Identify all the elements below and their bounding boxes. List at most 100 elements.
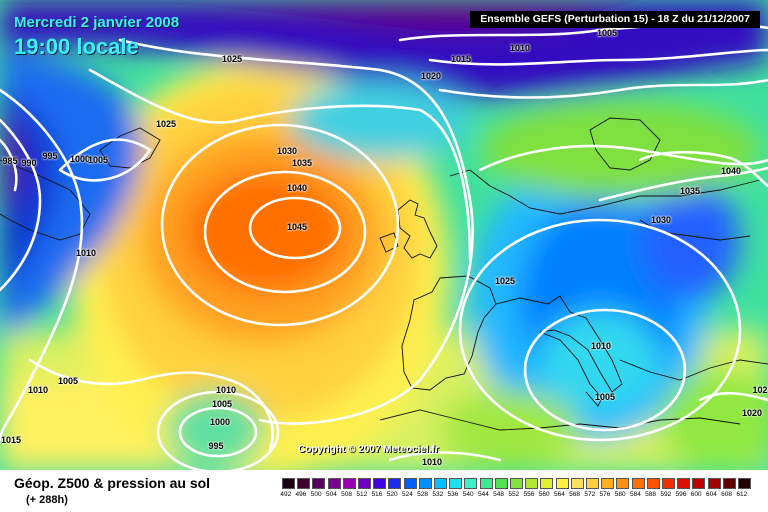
isobar-label: 1010 bbox=[421, 457, 443, 467]
legend-swatch bbox=[464, 478, 478, 489]
isobar-label: 1045 bbox=[286, 222, 308, 232]
legend-value: 560 bbox=[538, 491, 550, 498]
legend-value: 528 bbox=[417, 491, 429, 498]
legend-value: 612 bbox=[736, 491, 748, 498]
legend-swatch bbox=[403, 478, 417, 489]
isobar-label: 1010 bbox=[215, 385, 237, 395]
legend-value: 492 bbox=[280, 491, 292, 498]
legend-value: 536 bbox=[447, 491, 459, 498]
footer-bar: Géop. Z500 & pression au sol (+ 288h) 49… bbox=[0, 470, 768, 512]
copyright-notice: Copyright © 2007 Meteociel.fr bbox=[298, 444, 439, 455]
isobar-label: 1000 bbox=[209, 417, 231, 427]
isobar-label: 1035 bbox=[291, 158, 313, 168]
isobar-label: 1030 bbox=[650, 215, 672, 225]
legend-value: 544 bbox=[477, 491, 489, 498]
isobar-label: 1025 bbox=[494, 276, 516, 286]
legend-value: 592 bbox=[660, 491, 672, 498]
isobar-label: 1025 bbox=[155, 119, 177, 129]
legend-swatch bbox=[358, 478, 371, 489]
isobar-label: 1020 bbox=[741, 408, 763, 418]
legend-value: 548 bbox=[493, 491, 505, 498]
legend-value: 580 bbox=[614, 491, 626, 498]
legend-swatch bbox=[646, 478, 660, 489]
legend-swatch bbox=[722, 478, 736, 489]
isobar-label: 1000 bbox=[69, 154, 91, 164]
forecast-time: 19:00 locale bbox=[14, 34, 139, 59]
isobar-label: 1010 bbox=[27, 385, 49, 395]
legend-swatch bbox=[342, 478, 356, 489]
isobar-label: 1010 bbox=[590, 341, 612, 351]
legend-value: 572 bbox=[584, 491, 596, 498]
isobar-label: 1005 bbox=[87, 155, 109, 165]
legend-swatch bbox=[434, 478, 447, 489]
legend-swatch bbox=[692, 478, 706, 489]
legend-swatch bbox=[388, 478, 402, 489]
legend-value: 564 bbox=[553, 491, 565, 498]
legend-swatch bbox=[540, 478, 554, 489]
legend-value: 532 bbox=[432, 491, 444, 498]
legend-swatch bbox=[631, 478, 645, 489]
legend-value: 588 bbox=[645, 491, 657, 498]
legend-swatch bbox=[616, 478, 630, 489]
isobar-label: 102 bbox=[752, 385, 768, 395]
legend-swatch bbox=[510, 478, 523, 489]
isobar-label: 1040 bbox=[720, 166, 742, 176]
legend-value: 520 bbox=[386, 491, 398, 498]
isobar-label: 1030 bbox=[276, 146, 298, 156]
legend-value: 604 bbox=[705, 491, 717, 498]
forecast-date: Mercredi 2 janvier 2008 bbox=[14, 14, 180, 31]
legend-swatch bbox=[570, 478, 584, 489]
legend-value: 576 bbox=[599, 491, 611, 498]
legend-swatch bbox=[418, 478, 432, 489]
isobar-label: 1005 bbox=[211, 399, 233, 409]
legend-swatch bbox=[494, 478, 508, 489]
legend-swatch bbox=[297, 478, 311, 489]
legend-value: 508 bbox=[341, 491, 353, 498]
forecast-lead-time: (+ 288h) bbox=[26, 494, 68, 506]
isobar-label: 1040 bbox=[286, 183, 308, 193]
legend-swatch bbox=[586, 478, 599, 489]
isobar-label: 1005 bbox=[57, 376, 79, 386]
isobar-label: 1025 bbox=[221, 54, 243, 64]
legend-swatch bbox=[327, 478, 341, 489]
legend-swatch bbox=[677, 478, 691, 489]
geopotential-field bbox=[0, 0, 768, 470]
isobar-label: 1005 bbox=[594, 392, 616, 402]
legend-value: 568 bbox=[569, 491, 581, 498]
legend-value: 500 bbox=[310, 491, 322, 498]
legend-swatch bbox=[738, 478, 751, 489]
legend-swatch bbox=[282, 478, 295, 489]
isobar-label: 1035 bbox=[679, 186, 701, 196]
weather-map: Mercredi 2 janvier 2008 19:00 locale Ens… bbox=[0, 0, 768, 470]
legend-swatch bbox=[373, 478, 387, 489]
isobar-label: 1005 bbox=[596, 28, 618, 38]
map-caption: Géop. Z500 & pression au sol bbox=[14, 475, 211, 491]
legend-swatch bbox=[312, 478, 326, 489]
legend-value: 584 bbox=[629, 491, 641, 498]
isobar-label: 1010 bbox=[509, 43, 531, 53]
run-info-banner: Ensemble GEFS (Perturbation 15) - 18 Z d… bbox=[470, 11, 760, 28]
legend-swatch bbox=[601, 478, 615, 489]
legend-value: 596 bbox=[675, 491, 687, 498]
legend-swatch bbox=[662, 478, 675, 489]
legend-swatch bbox=[555, 478, 569, 489]
legend-value: 516 bbox=[371, 491, 383, 498]
legend-value: 496 bbox=[295, 491, 307, 498]
legend-swatch bbox=[449, 478, 463, 489]
legend-value: 540 bbox=[462, 491, 474, 498]
legend-value: 504 bbox=[325, 491, 337, 498]
legend-value: 552 bbox=[508, 491, 520, 498]
legend-value: 556 bbox=[523, 491, 535, 498]
isobar-label: 985 bbox=[2, 156, 18, 166]
legend-swatch bbox=[707, 478, 721, 489]
legend-value: 600 bbox=[690, 491, 702, 498]
isobar-label: 1020 bbox=[420, 71, 442, 81]
isobar-label: 1015 bbox=[0, 435, 22, 445]
isobar-label: 990 bbox=[21, 158, 37, 168]
legend-swatch bbox=[525, 478, 539, 489]
isobar-label: 1010 bbox=[75, 248, 97, 258]
isobar-label: 995 bbox=[42, 151, 58, 161]
legend-value: 524 bbox=[401, 491, 413, 498]
legend-value: 608 bbox=[721, 491, 733, 498]
legend-value: 512 bbox=[356, 491, 368, 498]
